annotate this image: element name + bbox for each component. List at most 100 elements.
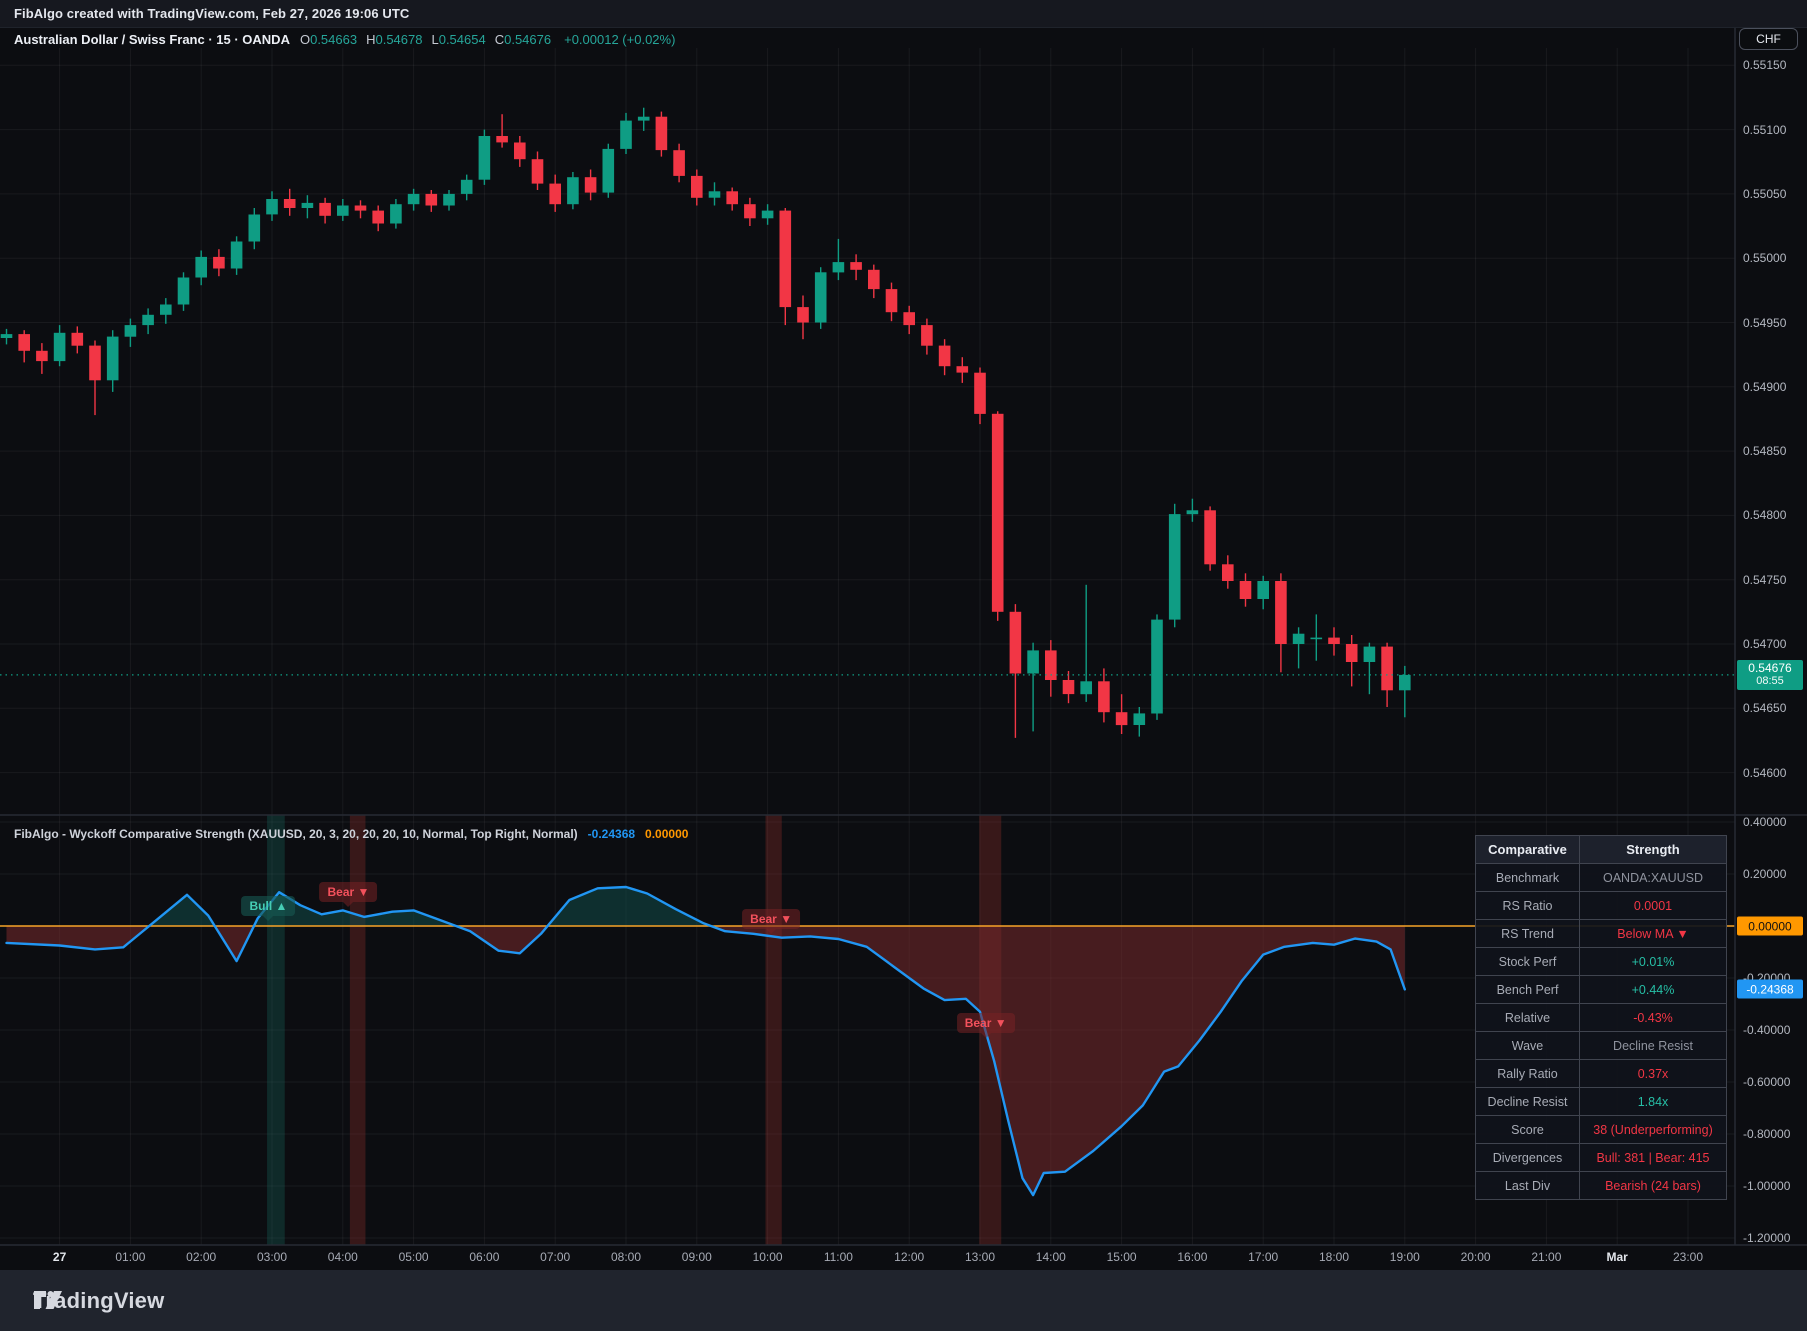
time-axis-label: 21:00 xyxy=(1531,1250,1562,1264)
table-row-label: Score xyxy=(1476,1116,1580,1143)
price-axis-label: 0.54750 xyxy=(1743,572,1787,587)
last-price-badge: 0.54676 08:55 xyxy=(1737,659,1803,690)
price-axis-label: 0.54850 xyxy=(1743,444,1787,459)
indicator-axis-label: -0.40000 xyxy=(1743,1023,1791,1037)
price-axis-label: 0.55000 xyxy=(1743,251,1787,266)
time-axis-label: 05:00 xyxy=(398,1250,429,1264)
table-row-value: +0.44% xyxy=(1631,982,1675,997)
time-axis-label: 04:00 xyxy=(327,1250,358,1264)
table-row-label: Rally Ratio xyxy=(1476,1060,1580,1087)
time-axis-label: Mar xyxy=(1606,1250,1628,1264)
table-row: Last Div Bearish (24 bars) xyxy=(1476,1171,1726,1199)
indicator-line xyxy=(5,885,1406,1197)
time-axis-label: 13:00 xyxy=(964,1250,996,1264)
bear-marker: Bear ▼ xyxy=(742,909,801,929)
symbol-title: Australian Dollar / Swiss Franc · 15 · O… xyxy=(14,31,290,47)
price-axis-label: 0.54700 xyxy=(1743,637,1787,651)
time-axis-label: 11:00 xyxy=(823,1250,853,1264)
watermark-text: FibAlgo created with TradingView.com, Fe… xyxy=(14,6,410,21)
price-axis-label: 0.54900 xyxy=(1743,379,1787,394)
tradingview-logo-icon xyxy=(34,1291,62,1309)
indicator-secondary-value: 0.00000 xyxy=(645,827,689,841)
price-axis-label: 0.54950 xyxy=(1743,315,1787,330)
indicator-title: FibAlgo - Wyckoff Comparative Strength (… xyxy=(14,827,578,841)
price-axis-label: 0.54650 xyxy=(1743,701,1787,716)
footer-bar xyxy=(0,1270,1807,1331)
time-axis-label: 14:00 xyxy=(1035,1250,1066,1264)
time-axis-label: 17:00 xyxy=(1248,1250,1279,1264)
time-axis-label: 23:00 xyxy=(1672,1250,1704,1264)
table-row: Relative -0.43% xyxy=(1476,1003,1726,1031)
indicator-axis-label: 0.20000 xyxy=(1743,867,1787,881)
table-row: Decline Resist 1.84x xyxy=(1476,1087,1726,1115)
table-row: Benchmark OANDA:XAUUSD xyxy=(1476,863,1726,891)
table-row-label: Stock Perf xyxy=(1476,948,1580,975)
table-row-label: Relative xyxy=(1476,1004,1580,1031)
indicator-axis-label: -1.00000 xyxy=(1743,1179,1791,1193)
table-row: Divergences Bull: 381 | Bear: 415 xyxy=(1476,1143,1726,1171)
table-row: RS Ratio 0.0001 xyxy=(1476,891,1726,919)
price-axis-label: 0.55150 xyxy=(1743,58,1787,73)
indicator-axis-label: -0.80000 xyxy=(1743,1127,1791,1141)
candlestick-layer xyxy=(0,107,1411,738)
table-row-value: 38 (Underperforming) xyxy=(1593,1122,1713,1137)
bar-countdown: 08:55 xyxy=(1756,674,1784,687)
table-row: Rally Ratio 0.37x xyxy=(1476,1059,1726,1087)
table-row-label: RS Trend xyxy=(1476,920,1580,947)
time-axis-label: 16:00 xyxy=(1177,1250,1208,1264)
symbol-legend: Australian Dollar / Swiss Franc · 15 · O… xyxy=(14,30,675,48)
table-row-label: Wave xyxy=(1476,1032,1580,1059)
indicator-value-badge: -0.24368 xyxy=(1737,979,1803,999)
currency-button[interactable]: CHF xyxy=(1739,28,1798,50)
table-row-value: OANDA:XAUUSD xyxy=(1602,870,1704,885)
price-axis-label: 0.54600 xyxy=(1743,765,1787,780)
zero-line-badge: 0.00000 xyxy=(1737,916,1803,936)
table-row-value: Decline Resist xyxy=(1613,1038,1693,1053)
time-axis-label: 18:00 xyxy=(1318,1250,1350,1264)
time-axis-label: 20:00 xyxy=(1460,1250,1491,1264)
table-row-label: Divergences xyxy=(1476,1144,1580,1171)
table-row-value: Bearish (24 bars) xyxy=(1605,1178,1701,1193)
ohlc-values: O0.54663 H0.54678 L0.54654 C0.54676 xyxy=(300,32,560,47)
watermark-bar: FibAlgo created with TradingView.com, Fe… xyxy=(0,0,1807,28)
table-row-label: RS Ratio xyxy=(1476,892,1580,919)
bear-marker: Bear ▼ xyxy=(956,1013,1015,1033)
table-row-label: Last Div xyxy=(1476,1172,1580,1199)
table-header-strength: Strength xyxy=(1626,842,1680,857)
comparative-strength-table: Comparative Strength Benchmark OANDA:XAU… xyxy=(1475,835,1727,1200)
time-axis-label: 06:00 xyxy=(469,1250,500,1264)
time-axis-label: 08:00 xyxy=(610,1250,642,1264)
time-axis-label: 09:00 xyxy=(681,1250,712,1264)
table-row-label: Benchmark xyxy=(1476,864,1580,891)
indicator-main-value: -0.24368 xyxy=(587,827,636,841)
time-axis-label: 02:00 xyxy=(186,1250,217,1264)
table-row: RS Trend Below MA ▼ xyxy=(1476,919,1726,947)
time-axis-label: 15:00 xyxy=(1106,1250,1137,1264)
indicator-axis-label: 0.40000 xyxy=(1743,815,1787,829)
time-axis-label: 03:00 xyxy=(256,1250,288,1264)
price-change: +0.00012 (+0.02%) xyxy=(564,31,676,47)
ohlc-O: O0.54663 xyxy=(299,31,358,47)
table-header-row: Comparative Strength xyxy=(1476,836,1726,863)
table-row: Wave Decline Resist xyxy=(1476,1031,1726,1059)
indicator-legend[interactable]: FibAlgo - Wyckoff Comparative Strength (… xyxy=(14,827,688,841)
table-row-value: Below MA ▼ xyxy=(1617,926,1689,941)
ohlc-C: C0.54676 xyxy=(494,31,552,47)
ohlc-L: L0.54654 xyxy=(431,31,486,47)
time-axis-label: 01:00 xyxy=(115,1250,146,1264)
price-axis-label: 0.55050 xyxy=(1743,186,1787,201)
time-axis-label: 19:00 xyxy=(1389,1250,1420,1264)
table-row: Bench Perf +0.44% xyxy=(1476,975,1726,1003)
table-row-value: +0.01% xyxy=(1631,954,1675,969)
table-row-label: Bench Perf xyxy=(1476,976,1580,1003)
price-axis-label: 0.54800 xyxy=(1743,508,1787,523)
indicator-axis-label: -0.60000 xyxy=(1743,1075,1791,1089)
table-row-label: Decline Resist xyxy=(1476,1088,1580,1115)
time-axis-label: 12:00 xyxy=(894,1250,925,1264)
ohlc-H: H0.54678 xyxy=(366,31,423,47)
table-row-value: 1.84x xyxy=(1637,1094,1669,1109)
tradingview-logo[interactable]: TradingView xyxy=(33,1288,164,1314)
table-row-value: 0.0001 xyxy=(1633,898,1673,913)
table-row: Stock Perf +0.01% xyxy=(1476,947,1726,975)
bear-marker: Bear ▼ xyxy=(319,882,378,902)
